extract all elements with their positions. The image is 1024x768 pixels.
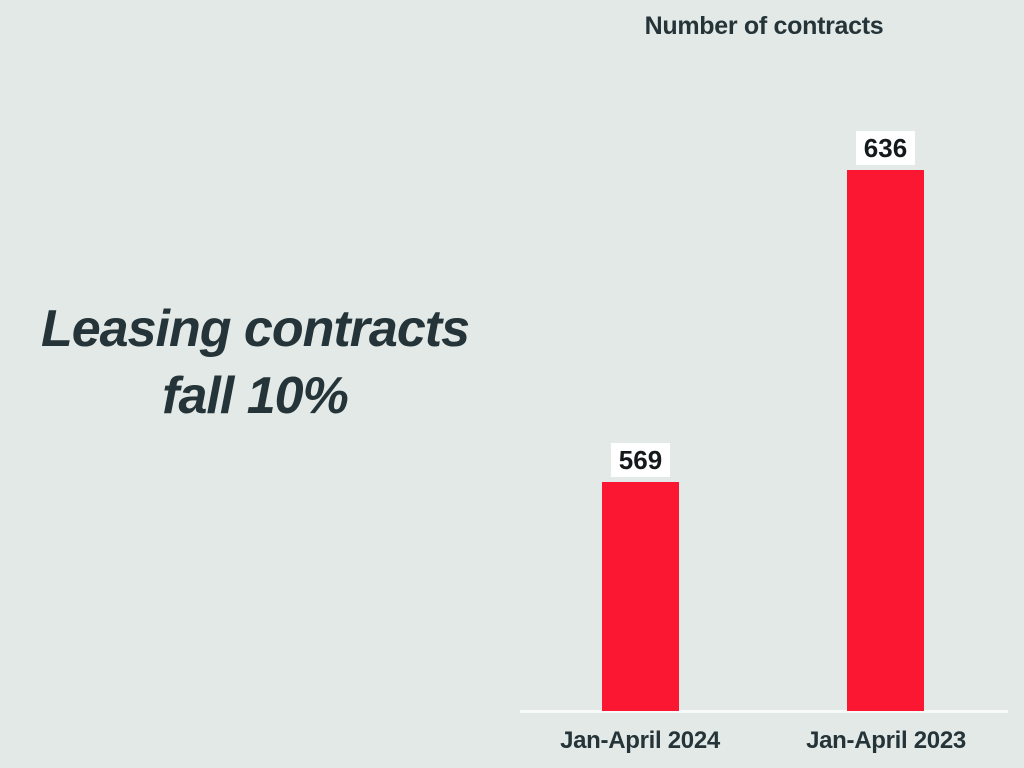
bar-group-jan-april-2023: 636: [847, 130, 924, 711]
chart-title: Number of contracts: [644, 12, 884, 40]
headline-line1: Leasing contracts: [40, 300, 470, 358]
bar-group-jan-april-2024: 569: [602, 442, 679, 711]
bar-2024: [602, 482, 679, 711]
value-label-2024: 569: [610, 442, 671, 477]
headline-line2: fall 10%: [162, 366, 349, 425]
bar-2023: [847, 170, 924, 711]
value-label-2023: 636: [855, 130, 916, 165]
x-axis-line: [520, 710, 1008, 713]
x-axis-label-2024: Jan-April 2024: [560, 727, 720, 754]
headline: Leasing contracts fall 10%: [15, 296, 495, 429]
x-axis-label-2023: Jan-April 2023: [806, 727, 966, 754]
